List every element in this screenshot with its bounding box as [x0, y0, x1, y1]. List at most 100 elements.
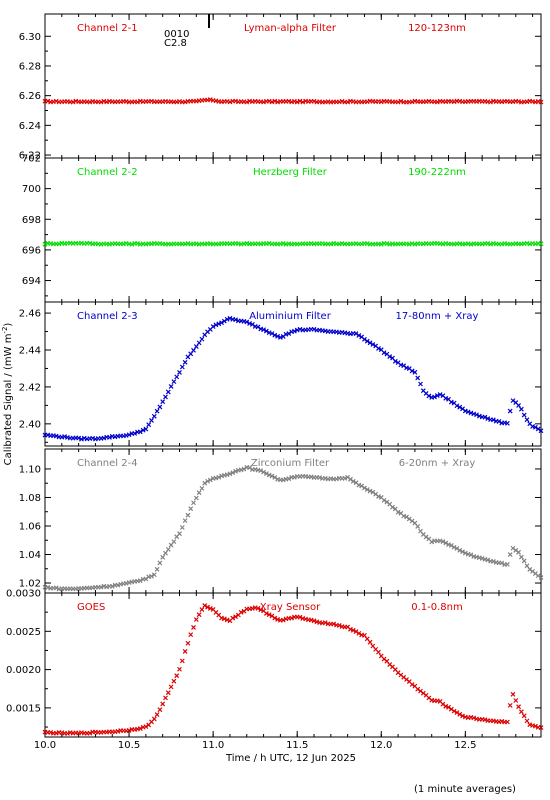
panel-3: 2.40 2.42 2.44 2.46 Channel 2-3 Aluminium Fil…: [19, 301, 544, 447]
data-point: [151, 716, 157, 722]
data-point: [367, 639, 373, 645]
data-point: [107, 435, 112, 440]
y-tick-label: 702: [22, 154, 41, 165]
data-point: [160, 554, 166, 560]
data-point: [165, 546, 171, 552]
data-point: [367, 488, 373, 494]
data-point: [362, 336, 367, 342]
data-point: [179, 525, 185, 530]
data-point: [381, 497, 387, 503]
data-point: [191, 347, 196, 353]
data-point: [294, 99, 300, 105]
data-point: [412, 369, 418, 375]
data-point: [538, 725, 544, 730]
data-point: [261, 469, 267, 475]
data-point: [177, 666, 182, 672]
data-point: [196, 490, 202, 496]
data-point: [174, 374, 180, 380]
data-point: [482, 414, 488, 420]
data-point: [415, 523, 421, 529]
data-point: [443, 540, 449, 546]
chart-panels: 6.22 6.24 6.26 6.28 6.30 Channel 2-1 Lyman-alp…: [6, 13, 544, 738]
data-point: [516, 704, 522, 710]
x-tick-label: 10.5: [118, 740, 140, 751]
y-tick-label: 1.04: [19, 550, 41, 561]
data-point: [322, 620, 328, 626]
panel-channel-label: GOES: [77, 602, 105, 613]
data-point: [157, 404, 163, 410]
averaging-note: (1 minute averages): [414, 784, 516, 795]
data-point: [280, 617, 286, 623]
data-point: [367, 340, 373, 346]
data-point: [300, 99, 306, 105]
data-point: [143, 426, 149, 432]
data-point: [317, 475, 323, 480]
data-point: [272, 615, 278, 621]
data-point: [527, 567, 533, 572]
data-point: [182, 359, 188, 365]
series-5: [42, 603, 544, 736]
data-point: [272, 475, 278, 480]
y-tick-label: 694: [22, 276, 41, 287]
data-point: [532, 723, 538, 729]
data-point: [168, 384, 174, 389]
data-point: [443, 395, 449, 401]
data-point: [381, 350, 387, 356]
data-point: [311, 326, 317, 332]
panel-band-label: 6-20nm + Xray: [399, 458, 476, 469]
data-point: [221, 616, 227, 622]
data-point: [485, 557, 491, 563]
data-point: [168, 684, 174, 690]
data-point: [160, 701, 166, 707]
panel-filter-label: Zirconium Filter: [251, 458, 330, 469]
data-point: [468, 552, 474, 558]
data-point: [263, 328, 269, 334]
data-point: [199, 485, 205, 491]
data-point: [213, 322, 219, 328]
data-point: [516, 403, 522, 408]
data-point: [538, 428, 544, 434]
data-point: [524, 563, 530, 569]
data-point: [364, 487, 370, 493]
data-point: [356, 630, 362, 636]
data-point: [462, 550, 468, 556]
data-point: [415, 686, 421, 692]
data-point: [137, 578, 143, 584]
y-tick-label: 2.46: [19, 309, 41, 320]
y-tick-label: 2.40: [19, 419, 41, 430]
data-point: [521, 412, 527, 418]
panel-band-label: 17-80nm + Xray: [396, 311, 479, 322]
data-point: [350, 478, 356, 484]
data-point: [174, 673, 180, 679]
data-point: [219, 320, 224, 326]
data-point: [185, 640, 191, 646]
data-point: [376, 346, 381, 351]
data-point: [171, 539, 177, 545]
data-point: [297, 614, 303, 620]
data-point: [297, 98, 303, 104]
data-point: [258, 468, 264, 474]
data-point: [151, 413, 157, 419]
data-point: [490, 417, 496, 423]
y-tick-label: 1.02: [19, 579, 41, 590]
data-point: [244, 99, 250, 105]
data-point: [521, 558, 527, 564]
y-tick-label: 1.08: [19, 493, 41, 504]
data-point: [291, 328, 297, 334]
data-point: [126, 728, 132, 733]
y-axis-title-main: Calibrated Signal / (mW m: [3, 334, 14, 466]
data-point: [202, 480, 208, 486]
data-point: [224, 316, 230, 322]
data-point: [258, 607, 264, 613]
data-point: [504, 561, 510, 567]
panel-2: 694 696 698 700 702 Channel 2-2 Herzberg Filte…: [22, 154, 544, 303]
data-point: [137, 726, 143, 732]
panel-frame: [44, 157, 542, 303]
data-point: [188, 632, 194, 638]
panel-band-label: 0.1-0.8nm: [411, 602, 463, 613]
data-point: [370, 341, 376, 347]
panel-band-label: 190-222nm: [408, 167, 466, 178]
data-point: [241, 466, 247, 472]
data-point: [227, 471, 233, 477]
